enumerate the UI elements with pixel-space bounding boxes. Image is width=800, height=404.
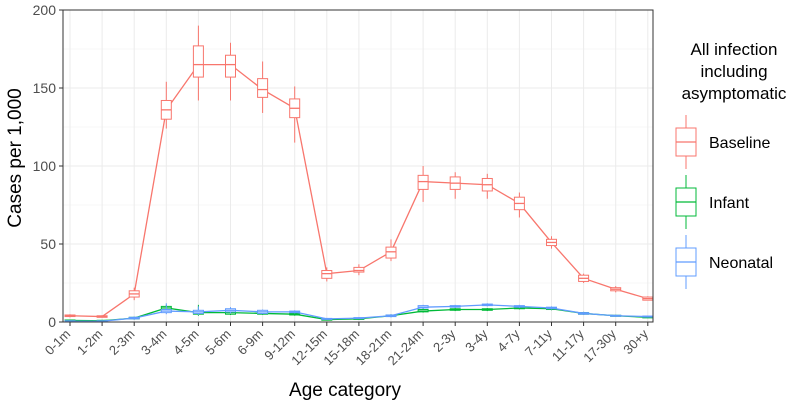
data-point-box [321, 267, 333, 282]
data-point-box [160, 303, 172, 315]
data-point-box [481, 307, 493, 312]
gridlines [63, 9, 653, 323]
data-point-box [385, 314, 397, 318]
data-point-box [513, 192, 525, 218]
data-point-box [257, 309, 269, 315]
data-point-box [546, 306, 557, 310]
data-point-box [449, 172, 461, 199]
y-tick-label: 150 [33, 80, 57, 96]
legend-title-line-1: All infection [691, 40, 778, 59]
data-point-box [642, 296, 654, 301]
legend: All infection including asymptomatic Bas… [675, 40, 787, 289]
data-point-box [289, 310, 301, 314]
box [417, 174, 429, 190]
data-point-box [642, 315, 654, 318]
data-point-box [225, 307, 236, 314]
x-tick-label: 11-17y [549, 326, 587, 364]
data-point-box [353, 264, 365, 276]
legend-item-infant: Infant [675, 175, 750, 229]
data-point-box [417, 166, 429, 202]
y-tick-label: 200 [33, 2, 57, 18]
x-tick-label: 5-6m [202, 326, 234, 358]
legend-title-line-2: including [700, 62, 767, 81]
data-point-box [128, 316, 140, 320]
box [225, 54, 236, 78]
data-point-box [481, 303, 493, 307]
data-point-box [64, 314, 76, 318]
data-point-box [578, 273, 590, 283]
data-point-box [513, 304, 525, 308]
x-tick-label: 3-4m [138, 326, 170, 358]
data-point-box [160, 81, 172, 129]
x-axis-ticks: 0-1m 1-2m 2-3m 3-4m 4-5m 5-6m 6-9m9-12m12-15m1… [42, 322, 651, 368]
data-point-box [128, 287, 140, 301]
legend-item-neonatal: Neonatal [675, 235, 773, 289]
legend-title-line-3: asymptomatic [682, 84, 787, 103]
x-tick-label: 1-2m [74, 326, 106, 358]
legend-item-baseline: Baseline [675, 115, 770, 169]
data-point-box [481, 173, 493, 199]
series-layer [64, 25, 654, 323]
data-point-box [449, 307, 461, 312]
x-tick-label: 17-30y [580, 326, 619, 365]
box [321, 270, 333, 279]
box [257, 78, 269, 98]
data-point-box [96, 315, 108, 318]
data-point-box [385, 239, 397, 262]
data-point-box [578, 311, 590, 315]
x-tick-label: 2-3y [430, 326, 459, 355]
data-point-box [449, 304, 461, 308]
legend-label: Neonatal [709, 255, 773, 272]
x-tick-label: 21-24m [385, 326, 427, 368]
x-tick-label: 3-4y [462, 326, 491, 355]
data-point-box [192, 306, 204, 315]
box [385, 246, 397, 259]
data-point-box [225, 42, 236, 101]
data-point-box [353, 317, 365, 320]
x-tick-label: 30+y [620, 326, 651, 357]
data-point-box [610, 314, 622, 317]
legend-label: Infant [709, 195, 750, 212]
box [192, 45, 204, 78]
data-point-box [257, 61, 269, 113]
y-axis-title: Cases per 1,000 [5, 88, 26, 227]
x-tick-label: 2-3m [106, 326, 138, 358]
box [353, 266, 365, 273]
y-tick-label: 0 [48, 314, 56, 330]
series-neonatal [64, 303, 654, 323]
x-tick-label: 0-1m [42, 326, 74, 358]
plot-panel-border [62, 9, 654, 323]
data-point-box [546, 236, 557, 249]
x-tick-label: 4-5m [170, 326, 202, 358]
data-point-box [321, 317, 333, 320]
data-point-box [610, 286, 622, 293]
x-tick-label: 4-7y [494, 326, 523, 355]
data-point-box [417, 304, 429, 309]
y-tick-label: 50 [40, 236, 56, 252]
x-axis-title: Age category [289, 380, 401, 401]
y-tick-label: 100 [33, 158, 57, 174]
series-baseline [64, 25, 654, 318]
data-point-box [289, 86, 301, 143]
legend-label: Baseline [709, 135, 770, 152]
legend-keys: Baseline Infant Neonatal [675, 115, 773, 289]
y-axis-ticks: 0 50 100 150 200 [33, 2, 63, 330]
data-point-box [192, 25, 204, 101]
